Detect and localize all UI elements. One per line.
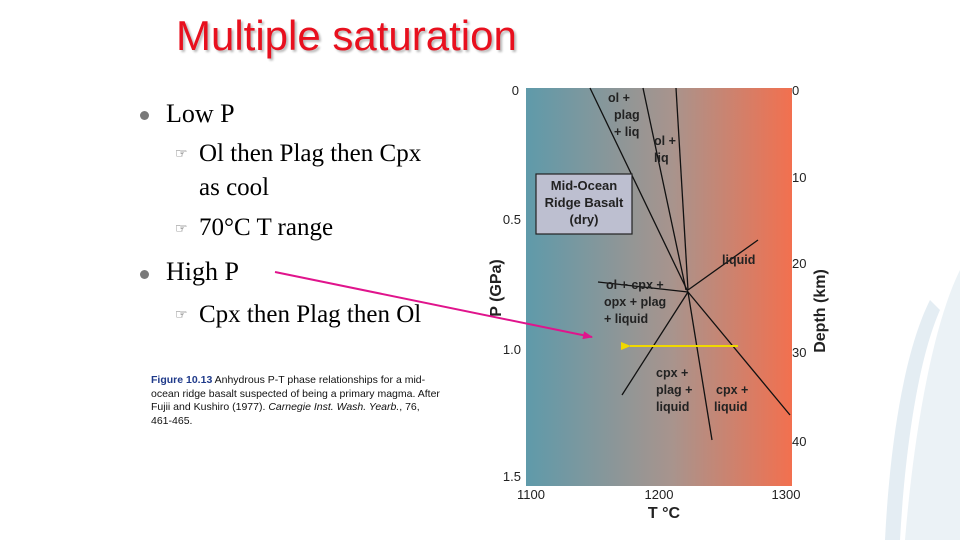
figure-caption: Figure 10.13 Anhydrous P-T phase relatio… xyxy=(151,374,441,428)
round-bullet-icon xyxy=(140,270,149,279)
boundary-line xyxy=(687,239,759,291)
slide-title: Multiple saturation xyxy=(176,12,517,59)
y-right-tick: 40 xyxy=(792,434,806,449)
field-label-cpx-liquid: cpx + xyxy=(716,383,748,397)
field-label-ol-liq: ol + xyxy=(654,134,676,148)
caption-ref: , 76, 461-465. xyxy=(151,401,420,427)
plot-area xyxy=(526,88,792,486)
magenta-pointer-arrow xyxy=(274,271,593,340)
sub-bullet-line: Cpx then Plag then Ol xyxy=(199,301,422,328)
field-label-cpx-liquid: liquid xyxy=(714,400,747,414)
y-left-tick: 1.5 xyxy=(503,469,521,484)
y-right-tick: 0 xyxy=(792,83,799,98)
y-right-axis-label: Depth (km) xyxy=(812,269,829,353)
field-label-cpx-plag-liquid: plag + xyxy=(656,383,692,397)
boundary-line xyxy=(675,87,689,291)
caption-journal: Carnegie Inst. Wash. Yearb. xyxy=(268,401,400,413)
y-right-tick: 10 xyxy=(792,170,806,185)
box-label-line: (dry) xyxy=(570,212,599,227)
y-right-tick: 30 xyxy=(792,345,806,360)
x-tick: 1100 xyxy=(517,487,545,502)
y-left-axis-label: P (GPa) xyxy=(488,259,505,317)
sub-bullet-line: 70°C T range xyxy=(199,214,334,241)
x-tick: 1300 xyxy=(772,487,801,502)
field-label-ol-cpx-opx-plag: + liquid xyxy=(604,312,648,326)
x-tick: 1200 xyxy=(645,487,674,502)
boundary-line xyxy=(642,87,687,291)
field-label-ol-cpx-opx-plag: ol + cpx + xyxy=(606,278,664,292)
boundary-line xyxy=(687,291,791,416)
field-label-ol-plag-liq: plag xyxy=(614,108,640,122)
pointing-hand-icon: ☞ xyxy=(175,307,188,323)
boundary-line xyxy=(589,87,689,293)
y-left-tick: 0 xyxy=(512,83,519,98)
field-label-ol-plag-liq: ol + xyxy=(608,91,630,105)
field-label-cpx-plag-liquid: cpx + xyxy=(656,366,688,380)
decor-swoosh xyxy=(885,300,940,540)
x-axis-label: T °C xyxy=(648,505,681,522)
boundary-line xyxy=(597,281,689,293)
field-label-ol-liq: liq xyxy=(654,151,669,165)
y-left-tick: 0.5 xyxy=(503,212,521,227)
boundary-line xyxy=(687,291,713,441)
boundary-line xyxy=(621,291,689,396)
decor-swoosh xyxy=(905,270,960,540)
y-right-tick: 20 xyxy=(792,256,806,271)
box-label-line: Mid-Ocean xyxy=(551,178,618,193)
round-bullet-icon xyxy=(140,111,149,120)
box-label-line: Ridge Basalt xyxy=(545,195,624,210)
pointing-hand-icon: ☞ xyxy=(175,146,188,162)
sub-bullet-line: Ol then Plag then Cpx xyxy=(199,140,422,167)
pointing-hand-icon: ☞ xyxy=(175,221,188,237)
caption-text: Anhydrous P-T phase relationships for a … xyxy=(151,374,440,413)
bullet-high-p: High P xyxy=(166,257,239,286)
phase-boundaries xyxy=(589,87,791,441)
rock-label-box xyxy=(535,173,633,235)
figure-label: Figure 10.13 xyxy=(151,374,213,386)
field-label-cpx-plag-liquid: liquid xyxy=(656,400,689,414)
y-left-tick: 1.0 xyxy=(503,342,521,357)
field-label-ol-cpx-opx-plag: opx + plag xyxy=(604,295,666,309)
sub-bullet-line: as cool xyxy=(199,174,270,201)
field-label-ol-plag-liq: + liq xyxy=(614,125,639,139)
bullet-low-p: Low P xyxy=(166,99,235,128)
field-label-liquid: liquid xyxy=(722,253,755,267)
